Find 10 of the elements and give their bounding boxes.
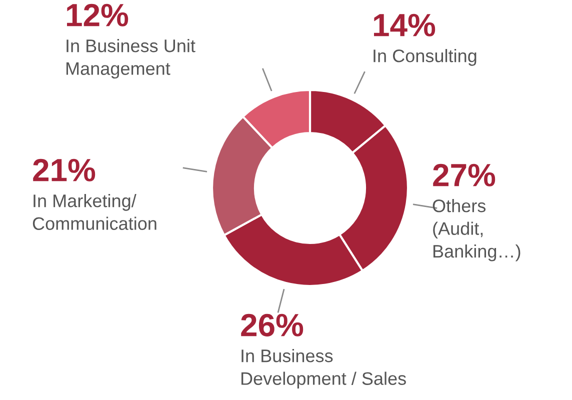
- slice-label: In Consulting: [374, 49, 476, 66]
- slice-label: In Business Unit Management: [66, 39, 196, 79]
- data-label: 27%: [433, 164, 496, 186]
- slice-label: In Marketing/ Communication: [32, 194, 156, 230]
- data-label: 21%: [33, 158, 96, 182]
- data-label: 26%: [241, 314, 304, 336]
- slice-label: Others (Audit, Banking…): [432, 199, 520, 262]
- slice-label: In Business Development / Sales: [241, 349, 406, 389]
- data-label: 14%: [374, 14, 436, 36]
- data-label: 12%: [67, 4, 128, 26]
